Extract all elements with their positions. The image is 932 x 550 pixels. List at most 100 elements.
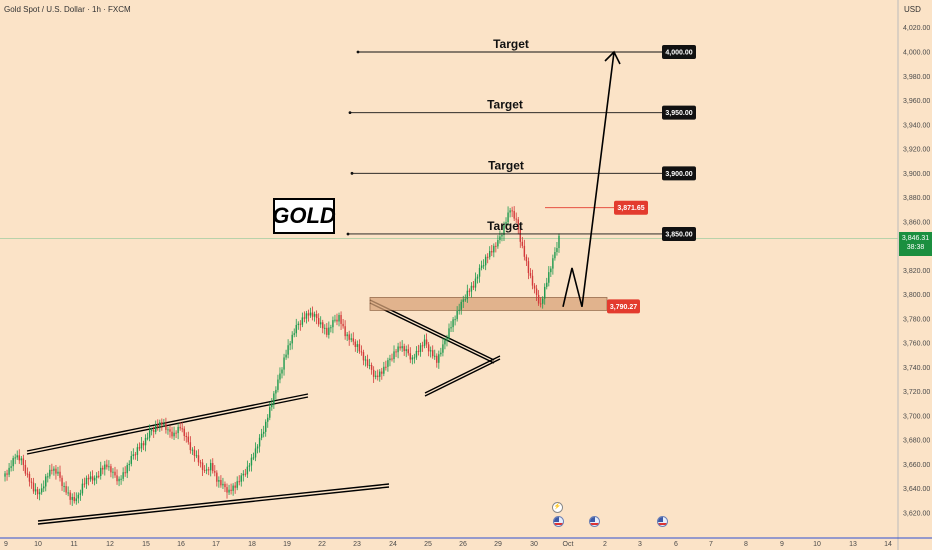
candle bbox=[159, 422, 161, 428]
us-flag-icon[interactable] bbox=[589, 516, 600, 527]
candle bbox=[466, 290, 469, 300]
candle bbox=[307, 313, 310, 316]
candle bbox=[244, 473, 247, 475]
candle bbox=[450, 327, 452, 329]
candle bbox=[273, 393, 275, 405]
candle bbox=[146, 437, 149, 439]
candle bbox=[332, 320, 334, 328]
candle bbox=[525, 256, 528, 262]
candle bbox=[377, 375, 379, 377]
candle bbox=[112, 471, 114, 473]
candle bbox=[293, 333, 295, 335]
us-flag-icon[interactable] bbox=[553, 516, 564, 527]
candle bbox=[10, 466, 12, 468]
candle bbox=[281, 369, 283, 374]
candle bbox=[283, 357, 285, 370]
candle bbox=[550, 268, 552, 273]
candle bbox=[51, 469, 53, 471]
time-tick-label: 29 bbox=[494, 541, 502, 548]
candle bbox=[32, 482, 35, 492]
price-tick-label: 3,880.00 bbox=[903, 195, 930, 202]
price-tick-label: 3,640.00 bbox=[903, 486, 930, 493]
candle bbox=[45, 476, 47, 487]
candle bbox=[77, 494, 80, 499]
candle bbox=[489, 251, 491, 258]
candle bbox=[291, 334, 293, 344]
candle bbox=[173, 432, 175, 437]
candle bbox=[409, 353, 412, 360]
candle bbox=[415, 350, 418, 358]
candle bbox=[38, 492, 41, 495]
candle bbox=[486, 256, 489, 258]
candle bbox=[544, 286, 546, 299]
candle bbox=[531, 275, 534, 286]
candle bbox=[203, 469, 206, 471]
candle bbox=[197, 455, 200, 463]
time-tick-label: 14 bbox=[884, 541, 892, 548]
channel-upper-line bbox=[26, 393, 309, 452]
lightning-icon[interactable]: ⚡ bbox=[552, 502, 563, 513]
candle-countdown: 38:38 bbox=[906, 244, 925, 251]
time-tick-label: 18 bbox=[248, 541, 256, 548]
candle bbox=[136, 447, 139, 455]
target-price-label: 3,950.00 bbox=[665, 110, 692, 117]
candle bbox=[413, 357, 416, 359]
candle bbox=[185, 436, 187, 438]
candle bbox=[425, 339, 428, 345]
candle bbox=[370, 364, 373, 370]
candle bbox=[436, 355, 438, 363]
candle bbox=[387, 360, 389, 367]
candle bbox=[216, 472, 218, 482]
candle bbox=[391, 358, 393, 360]
candle bbox=[169, 429, 171, 432]
candle bbox=[423, 339, 426, 346]
projection-path bbox=[562, 51, 615, 307]
candle bbox=[529, 273, 532, 276]
candle bbox=[214, 471, 216, 473]
candle bbox=[234, 485, 236, 488]
candle bbox=[18, 455, 20, 461]
time-tick-label: 19 bbox=[283, 541, 291, 548]
candle bbox=[397, 346, 399, 353]
candle bbox=[454, 319, 456, 321]
candle bbox=[171, 431, 173, 437]
candle bbox=[546, 282, 548, 287]
candle bbox=[75, 498, 78, 502]
candle bbox=[472, 285, 475, 288]
candle bbox=[399, 346, 401, 349]
price-tick-label: 3,800.00 bbox=[903, 292, 930, 299]
candle bbox=[358, 344, 361, 352]
support-price-label: 3,790.27 bbox=[610, 304, 637, 311]
candle bbox=[444, 340, 446, 345]
candle bbox=[452, 319, 454, 328]
candle bbox=[513, 210, 515, 219]
currency-label[interactable]: USD bbox=[904, 5, 921, 14]
candle bbox=[232, 485, 234, 491]
support-price-badge bbox=[607, 299, 640, 314]
candle bbox=[374, 375, 377, 377]
candle bbox=[258, 437, 261, 447]
price-tick-label: 3,700.00 bbox=[903, 413, 930, 420]
candle bbox=[366, 359, 369, 366]
candle bbox=[336, 319, 338, 322]
candle bbox=[527, 261, 530, 274]
candle bbox=[167, 429, 169, 431]
candle bbox=[277, 379, 279, 390]
candle bbox=[389, 358, 391, 361]
candle bbox=[275, 389, 277, 394]
price-tick-label: 3,980.00 bbox=[903, 74, 930, 81]
candle bbox=[85, 477, 88, 485]
candle bbox=[556, 248, 558, 253]
candle bbox=[340, 315, 342, 324]
candle bbox=[383, 366, 385, 374]
candle bbox=[533, 285, 536, 289]
candle bbox=[4, 473, 6, 477]
candle bbox=[497, 240, 499, 247]
candle bbox=[36, 489, 39, 495]
candle bbox=[8, 467, 10, 475]
us-flag-icon[interactable] bbox=[657, 516, 668, 527]
candle bbox=[482, 265, 485, 267]
candle bbox=[305, 313, 308, 319]
